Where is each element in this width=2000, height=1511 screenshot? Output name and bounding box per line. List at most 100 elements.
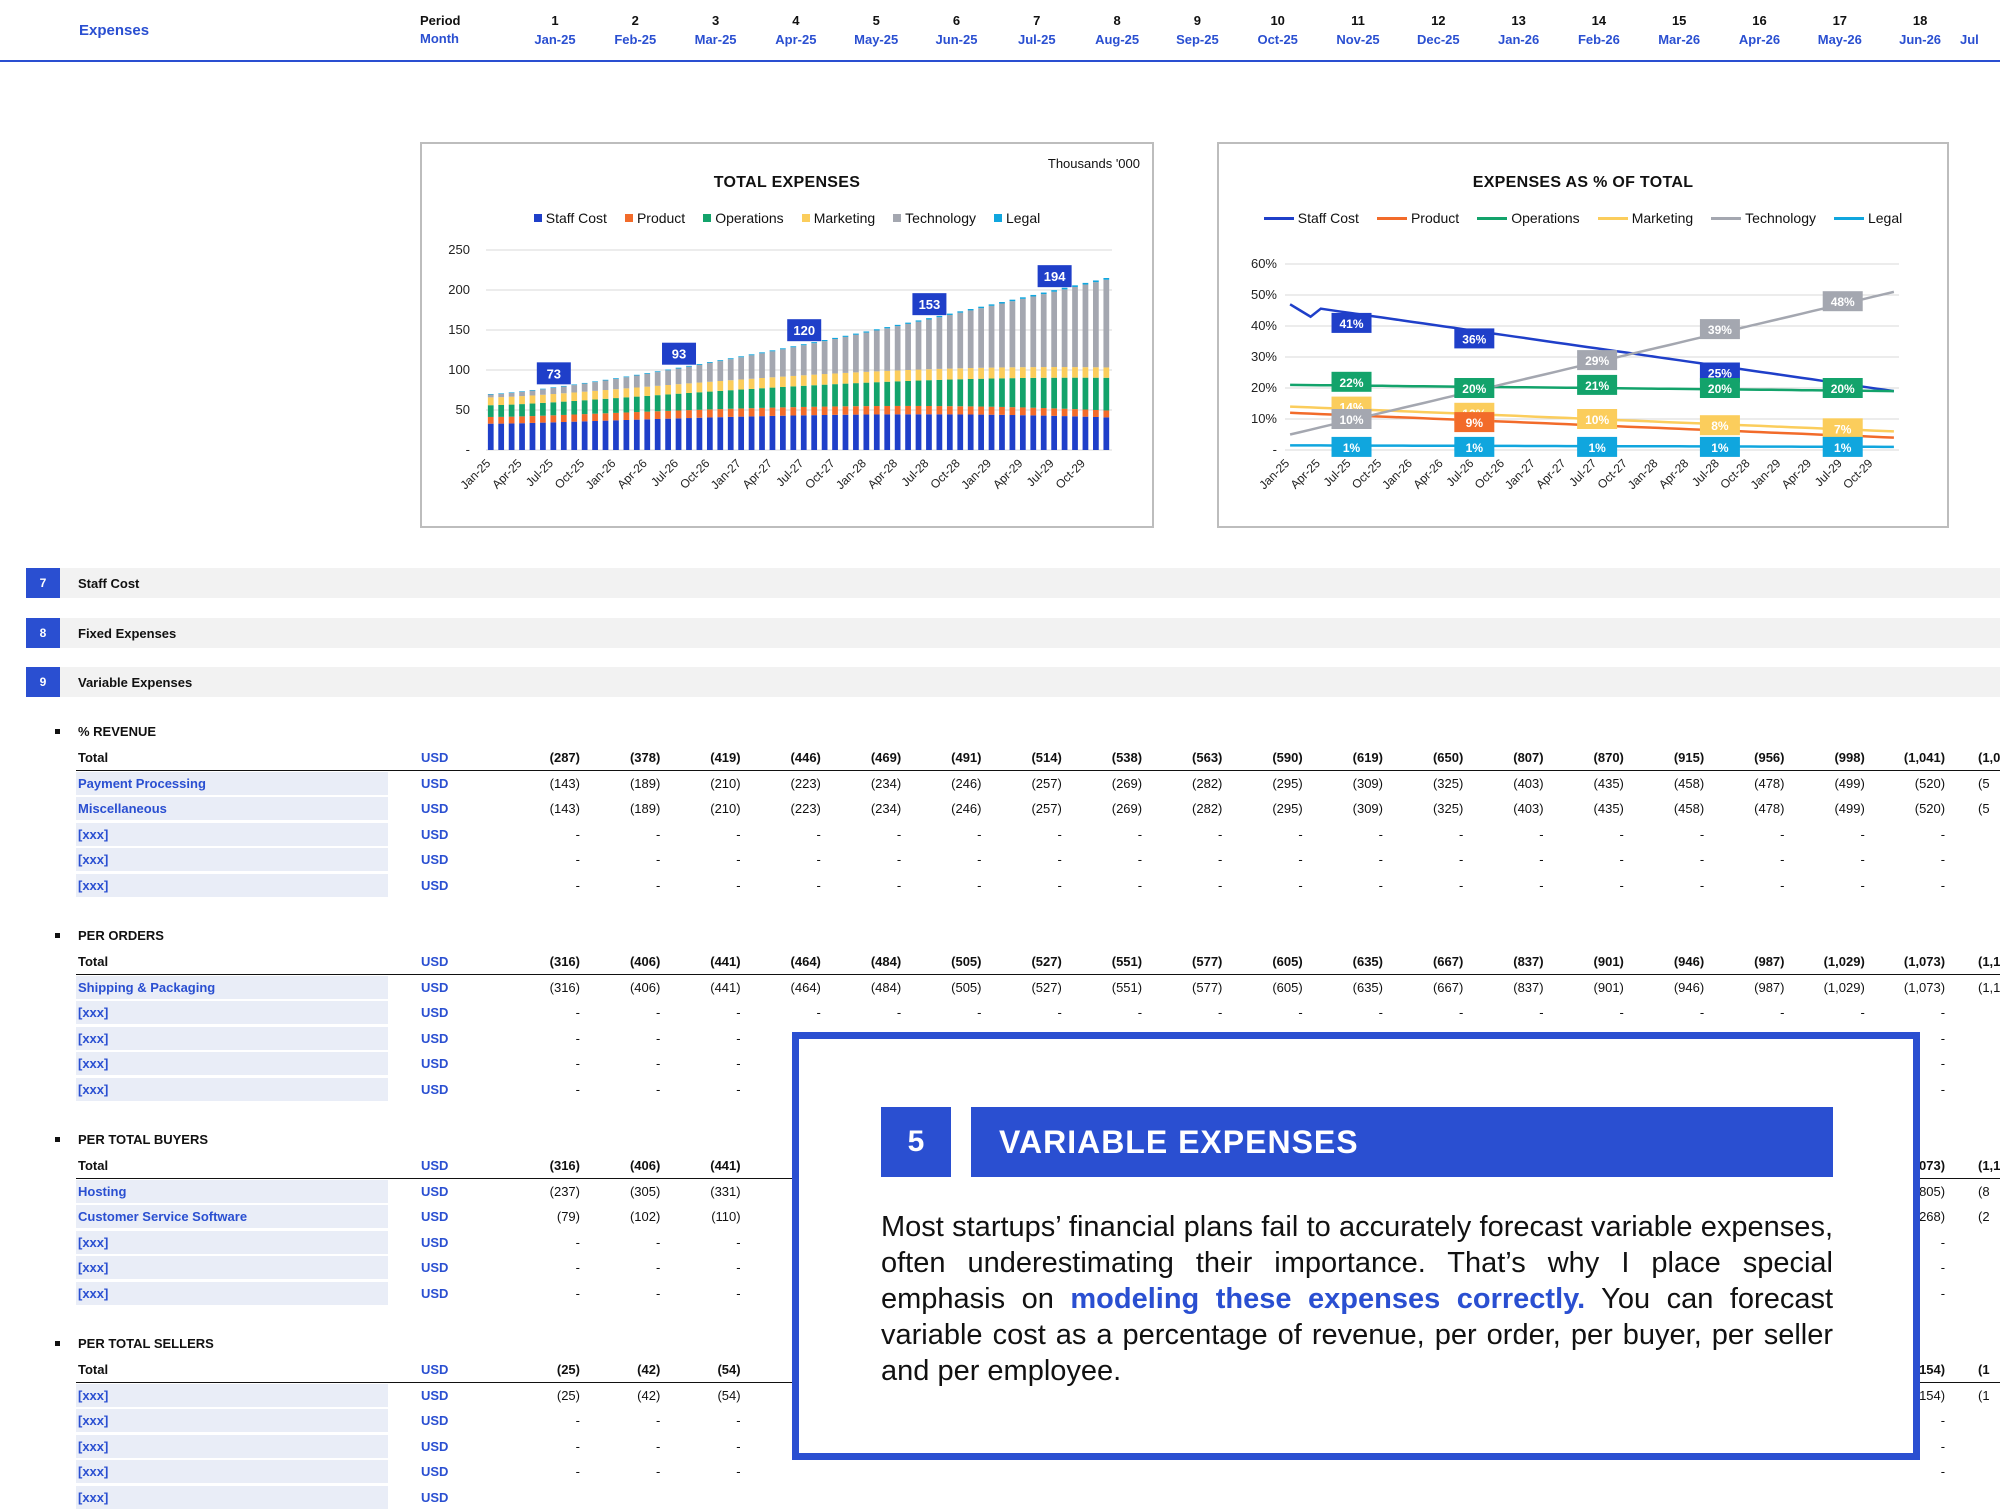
value-cell[interactable]: (484) [870, 954, 902, 969]
value-cell[interactable]: - [1137, 852, 1143, 867]
value-cell[interactable]: - [736, 1260, 741, 1275]
value-cell[interactable]: (42) [637, 1362, 661, 1377]
value-cell[interactable]: - [1458, 826, 1464, 842]
value-cell[interactable]: - [575, 877, 580, 893]
row-label[interactable]: [xxx] [76, 1434, 388, 1458]
value-cell[interactable]: (246) [951, 801, 982, 816]
value-cell[interactable]: (987) [1754, 979, 1785, 995]
value-cell[interactable]: (189) [629, 801, 661, 816]
value-cell[interactable]: - [575, 1030, 580, 1046]
value-cell[interactable]: - [736, 1234, 741, 1250]
value-cell[interactable]: - [575, 1056, 580, 1071]
value-cell[interactable]: (154) [1914, 1362, 1946, 1377]
section-staff-cost[interactable]: 7 Staff Cost [26, 568, 2000, 598]
value-cell[interactable]: - [816, 852, 821, 867]
value-cell[interactable]: - [977, 852, 982, 867]
value-cell[interactable]: (435) [1593, 775, 1624, 791]
row-label[interactable]: [xxx] [76, 1077, 388, 1101]
value-cell[interactable]: - [977, 826, 982, 842]
value-cell[interactable]: (505) [951, 954, 982, 969]
value-cell[interactable]: - [1218, 826, 1223, 842]
value-cell[interactable]: (577) [1192, 979, 1223, 995]
value-cell[interactable]: (110) [711, 1209, 741, 1224]
value-cell[interactable]: (527) [1031, 979, 1062, 995]
value-cell[interactable]: (234) [870, 801, 902, 816]
value-cell[interactable]: (527) [1031, 954, 1062, 969]
section-fixed-expenses[interactable]: 8 Fixed Expenses [26, 618, 2000, 648]
value-cell[interactable]: - [1298, 826, 1303, 842]
value-cell[interactable]: - [896, 877, 902, 893]
value-cell[interactable]: (577) [1192, 954, 1223, 969]
value-cell[interactable]: (287) [549, 750, 580, 765]
value-cell[interactable]: (42) [637, 1387, 661, 1403]
value-cell[interactable]: - [1860, 877, 1865, 893]
value-cell[interactable]: (478) [1754, 801, 1785, 816]
value-cell[interactable]: (619) [1352, 750, 1383, 765]
value-cell[interactable]: - [1940, 826, 1946, 842]
value-cell[interactable]: - [1298, 877, 1303, 893]
value-cell[interactable]: - [1057, 877, 1062, 893]
value-cell[interactable]: (403) [1513, 775, 1544, 791]
value-cell[interactable]: - [1458, 1005, 1464, 1020]
value-cell[interactable]: (605) [1272, 954, 1303, 969]
value-cell[interactable]: - [1699, 852, 1705, 867]
value-cell[interactable]: - [1940, 1081, 1946, 1097]
value-cell[interactable]: (441) [710, 954, 741, 969]
value-cell[interactable]: - [736, 1464, 741, 1479]
value-cell-partial[interactable]: (5 [1978, 801, 1990, 816]
value-cell[interactable]: - [1619, 877, 1624, 893]
value-cell[interactable]: (309) [1352, 801, 1383, 816]
value-cell[interactable]: - [655, 1260, 661, 1275]
value-cell[interactable]: (650) [1432, 750, 1464, 765]
value-cell[interactable]: - [1218, 852, 1223, 867]
value-cell[interactable]: (143) [549, 801, 580, 816]
value-cell[interactable]: - [1699, 826, 1705, 842]
value-cell[interactable]: - [1057, 852, 1062, 867]
value-cell[interactable]: (223) [790, 801, 821, 816]
value-cell[interactable]: (295) [1272, 775, 1303, 791]
value-cell-partial[interactable]: (1,1 [1978, 1158, 2000, 1173]
value-cell[interactable]: - [655, 1030, 661, 1046]
value-cell[interactable]: (54) [717, 1362, 741, 1377]
row-label[interactable]: [xxx] [76, 1230, 388, 1254]
value-cell[interactable]: (1,073) [1903, 979, 1946, 995]
row-label[interactable]: [xxx] [76, 1383, 388, 1407]
value-cell[interactable]: (406) [629, 979, 661, 995]
value-cell[interactable]: (667) [1432, 979, 1464, 995]
value-cell[interactable]: - [736, 1438, 741, 1454]
value-cell[interactable]: - [736, 1081, 741, 1097]
value-cell[interactable]: - [575, 1081, 580, 1097]
value-cell-partial[interactable]: (1,1 [1978, 979, 2000, 995]
value-cell[interactable]: - [1699, 1005, 1705, 1020]
value-cell[interactable]: (79) [556, 1209, 580, 1224]
value-cell[interactable]: - [655, 1464, 661, 1479]
value-cell[interactable]: (25) [556, 1387, 580, 1403]
row-label[interactable]: [xxx] [76, 822, 388, 846]
value-cell[interactable]: - [575, 826, 580, 842]
value-cell[interactable]: (469) [870, 750, 902, 765]
value-cell[interactable]: (499) [1834, 775, 1865, 791]
value-cell[interactable]: (257) [1031, 775, 1062, 791]
value-cell[interactable]: (25) [556, 1362, 580, 1377]
row-label[interactable]: Shipping & Packaging [76, 975, 388, 999]
value-cell[interactable]: (605) [1272, 979, 1303, 995]
value-cell[interactable]: - [1780, 877, 1785, 893]
value-cell[interactable]: (419) [710, 750, 741, 765]
row-label[interactable]: [xxx] [76, 873, 388, 897]
value-cell[interactable]: (499) [1834, 801, 1865, 816]
value-cell[interactable]: - [1218, 877, 1223, 893]
value-cell[interactable]: - [1378, 877, 1383, 893]
value-cell[interactable]: (257) [1031, 801, 1062, 816]
value-cell[interactable]: (484) [870, 979, 902, 995]
value-cell[interactable]: (458) [1673, 775, 1705, 791]
value-cell[interactable]: - [1298, 852, 1303, 867]
value-cell[interactable]: - [816, 877, 821, 893]
value-cell[interactable]: (590) [1272, 750, 1303, 765]
value-cell[interactable]: (268) [1914, 1209, 1946, 1224]
value-cell[interactable]: (915) [1673, 750, 1705, 765]
value-cell[interactable]: - [896, 852, 902, 867]
value-cell[interactable]: (189) [629, 775, 661, 791]
value-cell[interactable]: (282) [1192, 775, 1223, 791]
value-cell[interactable]: - [1218, 1005, 1223, 1020]
value-cell[interactable]: (505) [951, 979, 982, 995]
